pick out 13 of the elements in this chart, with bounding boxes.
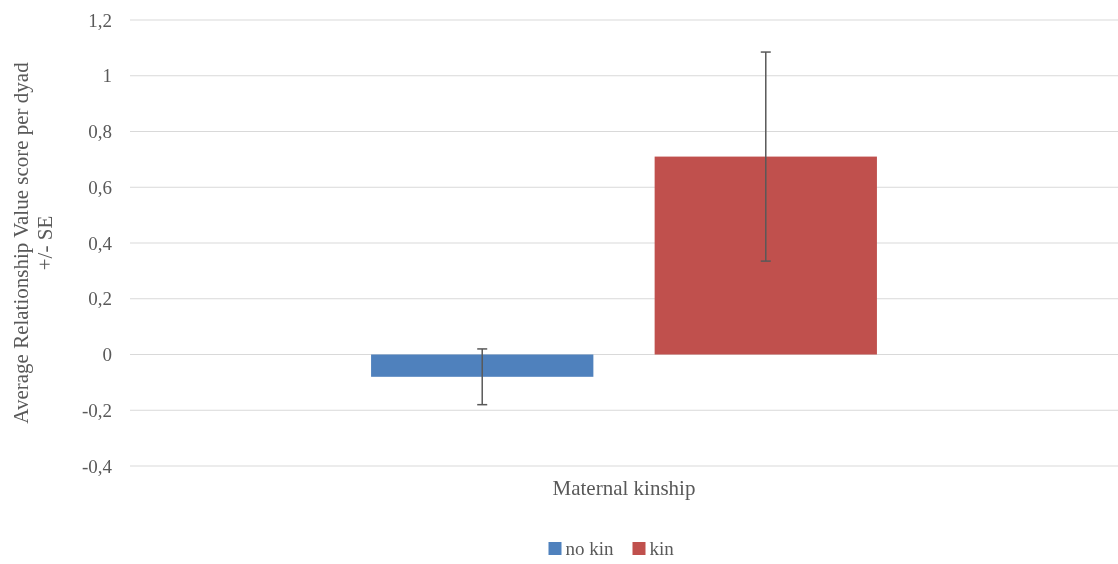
y-tick-label: 0,8 <box>88 121 112 143</box>
legend-label: kin <box>649 538 675 559</box>
y-tick-label: 0,4 <box>88 232 113 254</box>
y-tick-label: -0,2 <box>81 399 112 421</box>
y-tick-label: 0 <box>102 344 112 366</box>
y-tick-label: -0,4 <box>81 455 113 477</box>
y-tick-label: 1 <box>102 65 112 87</box>
y-tick-label: 0,2 <box>88 288 112 310</box>
legend-label: no kin <box>565 538 615 559</box>
y-tick-label: 0,6 <box>88 176 112 198</box>
y-tick-label: 1,2 <box>88 9 112 31</box>
y-axis-title: Average Relationship Value score per dyad +/- SE <box>9 61 57 424</box>
x-tick-label: Maternal kinship <box>552 476 696 500</box>
